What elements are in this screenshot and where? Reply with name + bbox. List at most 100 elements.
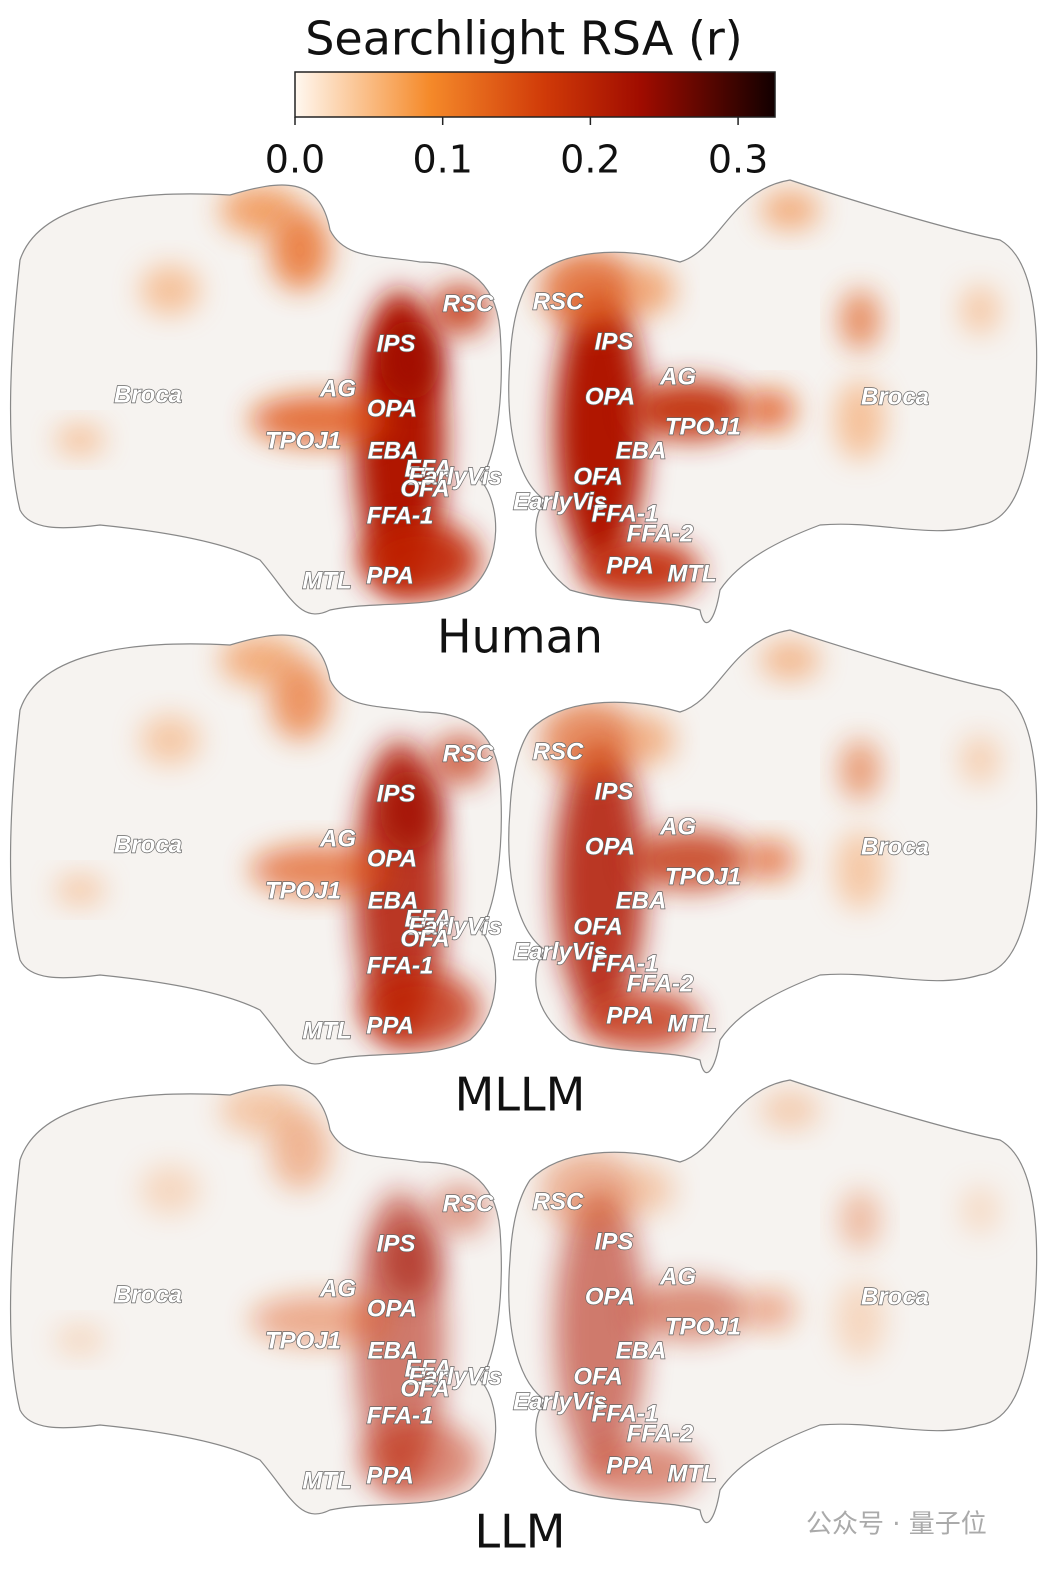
activation bbox=[760, 1090, 820, 1130]
colorbar-title: Searchlight RSA (r) bbox=[305, 12, 743, 66]
roi-label: PPA bbox=[606, 552, 654, 579]
roi-label: RSC bbox=[443, 290, 494, 317]
activation bbox=[555, 1190, 645, 1470]
panel-label: MLLM bbox=[455, 1068, 586, 1122]
hemisphere-outline bbox=[508, 1079, 1038, 1524]
roi-label: Broca bbox=[114, 1281, 182, 1308]
activation bbox=[250, 1295, 390, 1345]
roi-label: EBA bbox=[616, 437, 667, 464]
roi-label: IPS bbox=[595, 328, 634, 355]
activation bbox=[55, 1325, 105, 1355]
roi-label: OPA bbox=[367, 845, 417, 872]
activation bbox=[270, 210, 330, 290]
activation bbox=[835, 380, 885, 460]
roi-label: PPA bbox=[366, 1462, 414, 1489]
hemisphere-outline bbox=[9, 184, 502, 615]
roi-label: MTL bbox=[302, 1467, 351, 1494]
roi-label: OFA bbox=[573, 463, 622, 490]
activation bbox=[630, 1280, 750, 1340]
roi-label: OPA bbox=[585, 833, 635, 860]
roi-label: OFA bbox=[573, 913, 622, 940]
roi-label: FFA-1 bbox=[367, 1402, 434, 1429]
activation bbox=[360, 520, 480, 600]
activation bbox=[960, 735, 1000, 785]
roi-label: MTL bbox=[667, 560, 716, 587]
activation bbox=[430, 1185, 490, 1235]
roi-label: OPA bbox=[367, 395, 417, 422]
activation bbox=[140, 715, 200, 765]
roi-label: TPOJ1 bbox=[265, 427, 341, 454]
roi-label: AG bbox=[659, 363, 696, 390]
activation bbox=[540, 700, 640, 780]
activation bbox=[360, 1420, 480, 1500]
roi-label: AG bbox=[659, 813, 696, 840]
roi-label: TPOJ1 bbox=[265, 877, 341, 904]
roi-label: RSC bbox=[443, 1190, 494, 1217]
roi-label: AG bbox=[319, 1275, 356, 1302]
activation bbox=[840, 290, 880, 350]
roi-label: Broca bbox=[861, 833, 929, 860]
roi-label: TPOJ1 bbox=[265, 1327, 341, 1354]
activation bbox=[55, 875, 105, 905]
colorbar bbox=[294, 71, 776, 118]
watermark: 公众号 · 量子位 bbox=[806, 1510, 987, 1540]
activation bbox=[540, 1150, 640, 1230]
activation bbox=[630, 830, 750, 890]
tick-label: 0.1 bbox=[412, 138, 472, 182]
roi-label: MTL bbox=[667, 1010, 716, 1037]
activation bbox=[380, 1220, 440, 1300]
activation bbox=[270, 1110, 330, 1190]
roi-label: IPS bbox=[377, 1230, 416, 1257]
roi-label: AG bbox=[319, 825, 356, 852]
roi-label: RSC bbox=[533, 738, 584, 765]
activation bbox=[625, 715, 675, 765]
roi-label: MTL bbox=[667, 1460, 716, 1487]
activation bbox=[380, 770, 440, 850]
roi-label: MTL bbox=[302, 1017, 351, 1044]
roi-label: OPA bbox=[585, 1283, 635, 1310]
roi-label: EBA bbox=[368, 1337, 419, 1364]
panel-label: LLM bbox=[475, 1505, 566, 1559]
roi-label: IPS bbox=[377, 330, 416, 357]
activation bbox=[745, 1290, 795, 1330]
activation bbox=[555, 740, 645, 1020]
activation bbox=[430, 735, 490, 785]
roi-label: EarlyVis bbox=[408, 913, 502, 940]
roi-label: AG bbox=[659, 1263, 696, 1290]
roi-label: EBA bbox=[616, 887, 667, 914]
activation bbox=[745, 840, 795, 880]
roi-label: OFA bbox=[400, 1375, 449, 1402]
tick-label: 0.3 bbox=[708, 138, 768, 182]
roi-label: RSC bbox=[533, 1188, 584, 1215]
activation bbox=[840, 740, 880, 800]
activation bbox=[960, 1185, 1000, 1235]
roi-label: RSC bbox=[533, 288, 584, 315]
activation bbox=[55, 425, 105, 455]
roi-label: Broca bbox=[114, 831, 182, 858]
activation bbox=[140, 1165, 200, 1215]
roi-label: EBA bbox=[616, 1337, 667, 1364]
activation bbox=[760, 190, 820, 230]
roi-label: PPA bbox=[606, 1002, 654, 1029]
roi-label: FFA-1 bbox=[367, 952, 434, 979]
activation bbox=[540, 250, 640, 330]
hemisphere-outline bbox=[9, 1084, 502, 1515]
activation bbox=[745, 390, 795, 430]
roi-label: PPA bbox=[366, 562, 414, 589]
roi-label: FFA-2 bbox=[627, 1420, 694, 1447]
activation bbox=[580, 540, 700, 600]
activation bbox=[360, 970, 480, 1050]
roi-label: EFA bbox=[405, 1355, 452, 1382]
roi-label: FFA-1 bbox=[592, 1400, 659, 1427]
activation bbox=[580, 990, 700, 1050]
panel-label: Human bbox=[437, 610, 603, 664]
roi-label: IPS bbox=[377, 780, 416, 807]
activation bbox=[430, 285, 490, 335]
roi-label: FFA-1 bbox=[367, 502, 434, 529]
activation bbox=[140, 265, 200, 315]
roi-label: FFA-1 bbox=[592, 950, 659, 977]
roi-label: OFA bbox=[400, 925, 449, 952]
roi-label: PPA bbox=[606, 1452, 654, 1479]
